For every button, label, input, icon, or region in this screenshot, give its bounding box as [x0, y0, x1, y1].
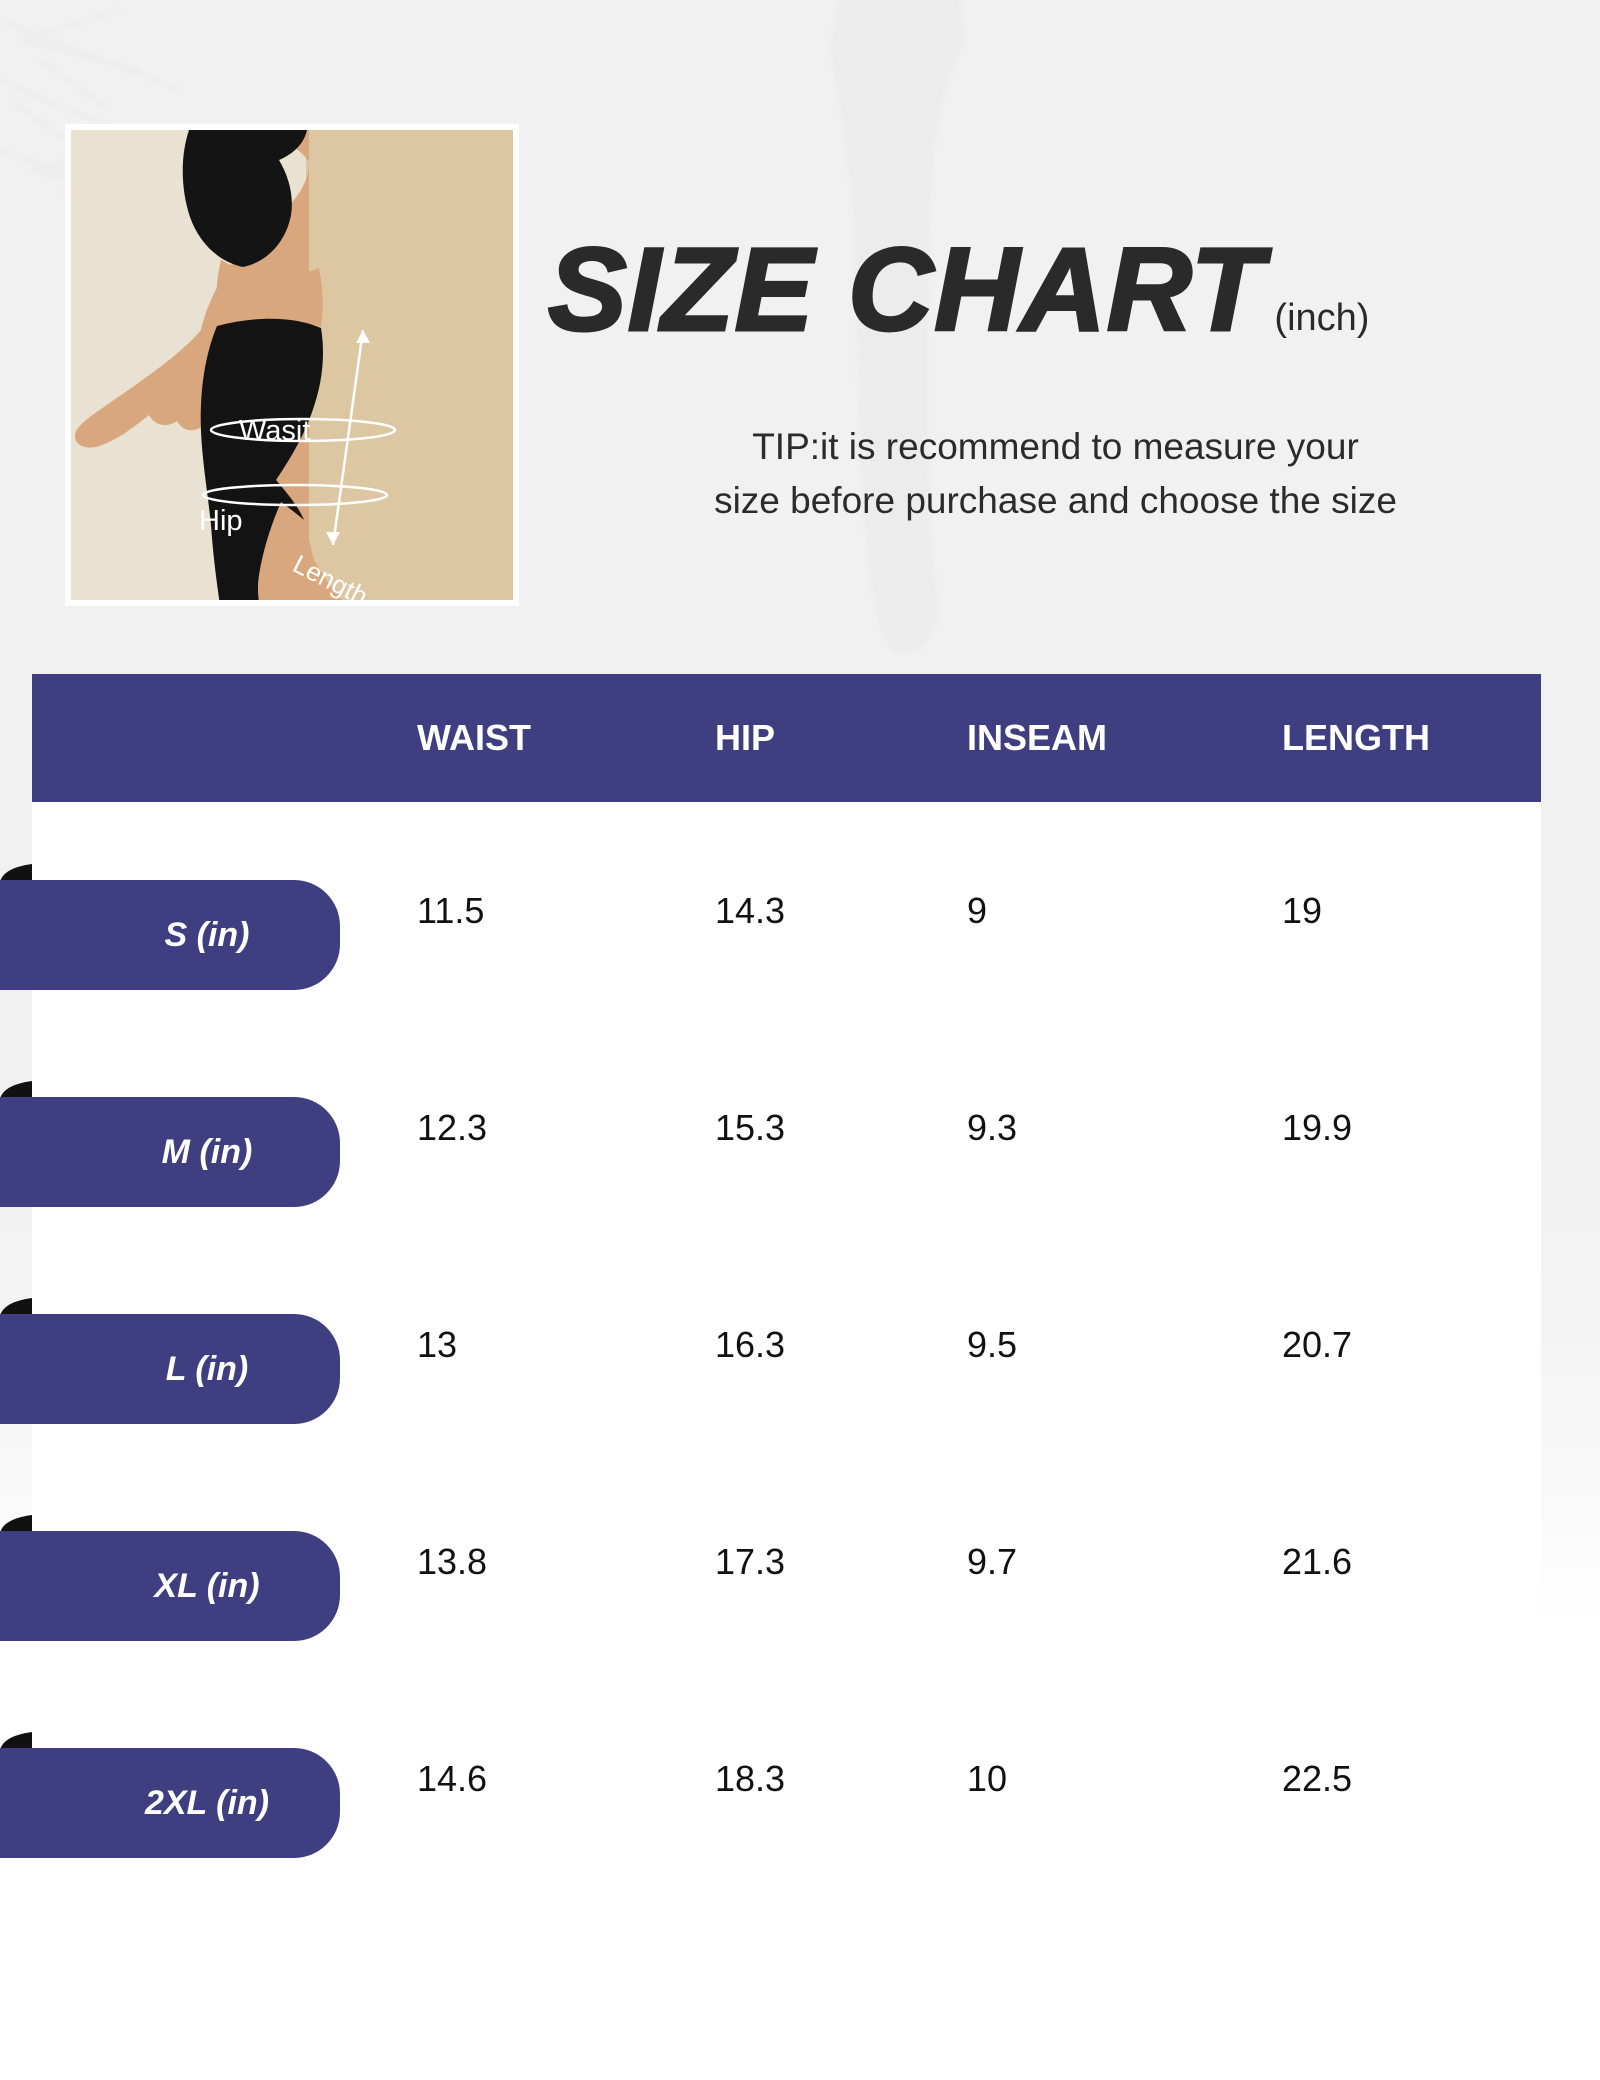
- svg-text:Wasit: Wasit: [239, 415, 310, 447]
- svg-text:Hip: Hip: [199, 505, 243, 537]
